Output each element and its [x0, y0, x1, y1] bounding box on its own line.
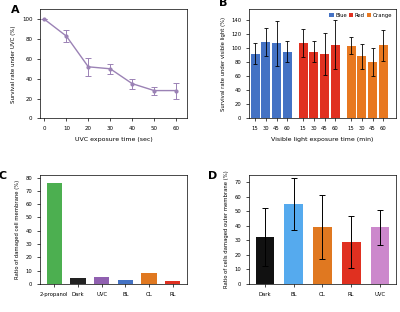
Text: D: D — [208, 171, 217, 181]
Bar — [262, 42, 270, 118]
Bar — [251, 54, 260, 118]
Text: C: C — [0, 171, 7, 181]
Bar — [272, 43, 281, 118]
Bar — [379, 45, 388, 118]
Bar — [256, 237, 274, 284]
Legend: Blue, Red, Orange: Blue, Red, Orange — [328, 12, 393, 19]
Bar — [165, 280, 180, 284]
Bar — [70, 278, 86, 284]
Bar — [347, 46, 356, 118]
Y-axis label: Survival rate under visible light (%): Survival rate under visible light (%) — [220, 17, 226, 111]
Y-axis label: Ratio of damaged cell membrane (%): Ratio of damaged cell membrane (%) — [15, 180, 20, 279]
Bar — [309, 51, 318, 118]
Bar — [368, 62, 377, 118]
X-axis label: Visible light exposure time (min): Visible light exposure time (min) — [271, 137, 374, 142]
X-axis label: UVC exposure time (sec): UVC exposure time (sec) — [75, 137, 152, 142]
Bar — [284, 204, 303, 284]
Y-axis label: Ratio of cells damaged outer membrane (%): Ratio of cells damaged outer membrane (%… — [224, 171, 229, 288]
Bar — [94, 277, 110, 284]
Text: A: A — [10, 5, 19, 15]
Bar — [313, 227, 332, 284]
Bar — [342, 242, 360, 284]
Text: B: B — [220, 0, 228, 8]
Bar — [320, 54, 329, 118]
Bar — [47, 183, 62, 284]
Bar — [331, 45, 340, 118]
Y-axis label: Survival rate under UVC (%): Survival rate under UVC (%) — [11, 25, 16, 103]
Bar — [141, 273, 157, 284]
Bar — [357, 56, 366, 118]
Bar — [283, 51, 292, 118]
Bar — [118, 280, 133, 284]
Bar — [299, 43, 308, 118]
Bar — [371, 227, 389, 284]
